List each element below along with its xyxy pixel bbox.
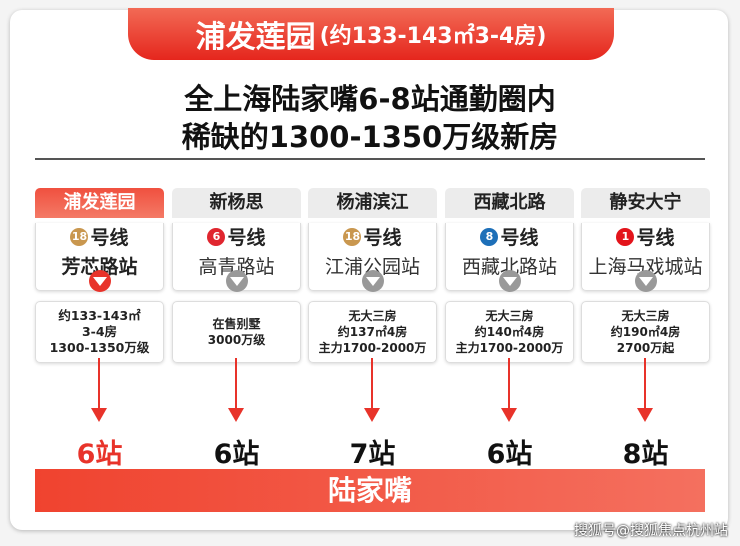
station-name: 上海马戏城站	[588, 256, 703, 278]
down-triangle-icon	[499, 270, 521, 292]
metro-line-badge-icon: 6	[207, 227, 226, 246]
info-line: 主力1700-2000万	[455, 341, 564, 355]
project-name: 新杨思	[172, 188, 301, 218]
project-column: 新杨思 6 号线 高青路站 在售别墅 3000万级	[172, 188, 301, 363]
project-info: 无大三房约140㎡4房主力1700-2000万	[445, 301, 574, 363]
metro-line: 8 号线	[446, 223, 573, 250]
down-arrow-icon	[501, 358, 517, 422]
stop-count: 6站	[76, 439, 123, 470]
metro-line-badge-icon: 18	[343, 227, 362, 246]
info-line: 无大三房	[348, 309, 397, 323]
project-column: 浦发莲园 18 号线 芳芯路站 约133-143㎡ 3-4房 1300-1350万级	[35, 188, 164, 363]
info-line: 无大三房	[621, 309, 670, 323]
info-line: 无大三房	[485, 309, 534, 323]
down-arrow-icon	[91, 358, 107, 422]
info-line: 主力1700-2000万	[318, 341, 427, 355]
info-line: 约190㎡4房	[610, 325, 681, 339]
station-name: 西藏北路站	[461, 256, 557, 278]
info-line: 约140㎡4房	[474, 325, 545, 339]
title-name: 浦发莲园	[195, 20, 316, 55]
info-line: 3-4房	[81, 324, 118, 339]
destination-bar: 陆家嘴	[35, 469, 705, 512]
info-line: 2700万起	[616, 341, 675, 355]
title-ribbon: 浦发莲园 (约133-143㎡3-4房)	[128, 8, 614, 60]
title-detail: (约133-143㎡3-4房)	[319, 24, 547, 49]
line-label: 号线	[500, 227, 539, 249]
headline-2: 稀缺的1300-1350万级新房	[181, 120, 559, 154]
project-name: 浦发莲园	[35, 188, 164, 218]
project-column: 静安大宁 1 号线 上海马戏城站 无大三房约190㎡4房 2700万起	[581, 188, 710, 363]
stop-count: 6站	[486, 439, 533, 470]
station-box: 18 号线 芳芯路站	[35, 223, 164, 291]
line-label: 号线	[90, 227, 129, 249]
project-info: 无大三房约190㎡4房 2700万起	[581, 301, 710, 363]
project-info: 约133-143㎡ 3-4房 1300-1350万级	[35, 301, 164, 363]
project-name: 西藏北路	[445, 188, 574, 218]
stop-count: 6站	[213, 439, 260, 470]
stop-count: 7站	[349, 439, 396, 470]
down-arrow-icon	[228, 358, 244, 422]
info-line: 1300-1350万级	[49, 340, 150, 355]
station-name: 高青路站	[198, 256, 275, 278]
project-name: 静安大宁	[581, 188, 710, 218]
info-line: 约133-143㎡	[58, 308, 141, 323]
down-triangle-icon	[635, 270, 657, 292]
metro-line: 18 号线	[309, 223, 436, 250]
line-label: 号线	[227, 227, 266, 249]
info-line: 在售别墅	[212, 317, 261, 331]
project-name: 杨浦滨江	[308, 188, 437, 218]
project-column: 西藏北路 8 号线 西藏北路站 无大三房约140㎡4房主力1700-2000万	[445, 188, 574, 363]
down-arrow-icon	[364, 358, 380, 422]
headline-1: 全上海陆家嘴6-8站通勤圈内	[184, 82, 556, 116]
down-arrow-icon	[637, 358, 653, 422]
project-column: 杨浦滨江 18 号线 江浦公园站 无大三房约137㎡4房主力1700-2000万	[308, 188, 437, 363]
metro-line: 6 号线	[173, 223, 300, 250]
down-triangle-icon	[89, 270, 111, 292]
metro-line: 18 号线	[36, 223, 163, 250]
station-name: 芳芯路站	[61, 256, 138, 278]
line-label: 号线	[363, 227, 402, 249]
station-box: 8 号线 西藏北路站	[445, 223, 574, 291]
info-line: 3000万级	[207, 333, 266, 347]
project-info: 无大三房约137㎡4房主力1700-2000万	[308, 301, 437, 363]
metro-line-badge-icon: 18	[70, 227, 89, 246]
station-box: 1 号线 上海马戏城站	[581, 223, 710, 291]
divider	[35, 158, 705, 160]
metro-line-badge-icon: 1	[616, 227, 635, 246]
watermark: 搜狐号@搜狐焦点杭州站	[574, 523, 728, 539]
project-info: 在售别墅 3000万级	[172, 301, 301, 363]
down-triangle-icon	[362, 270, 384, 292]
info-line: 约137㎡4房	[337, 325, 408, 339]
station-name: 江浦公园站	[324, 256, 420, 278]
line-label: 号线	[636, 227, 675, 249]
down-triangle-icon	[226, 270, 248, 292]
metro-line: 1 号线	[582, 223, 709, 250]
metro-line-badge-icon: 8	[480, 227, 499, 246]
stop-count: 8站	[622, 439, 669, 470]
